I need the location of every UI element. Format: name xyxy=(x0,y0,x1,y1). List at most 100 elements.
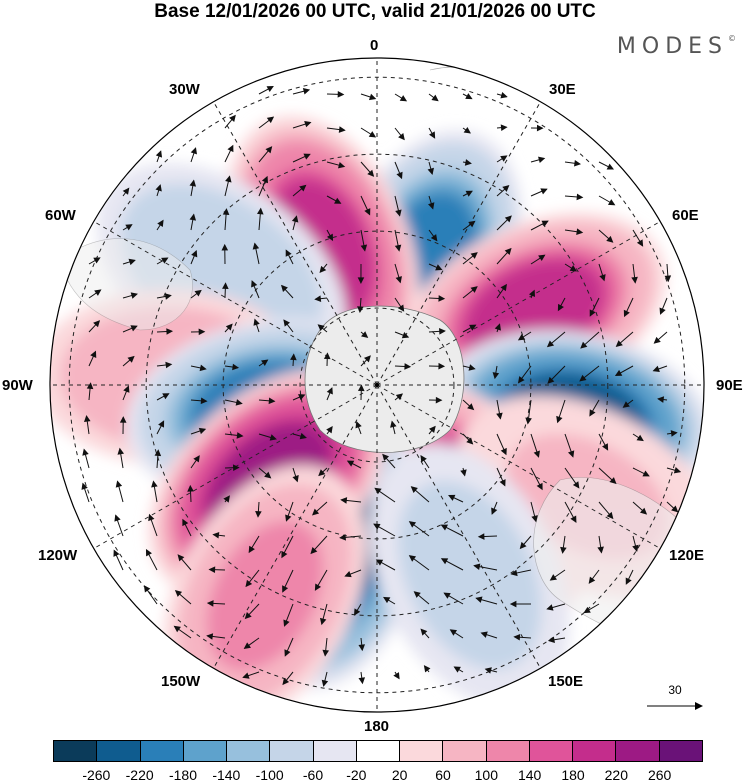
wind-vector-head xyxy=(517,334,526,341)
wind-vector-head xyxy=(117,447,125,455)
wind-vector-head xyxy=(435,264,443,271)
wind-vector-head xyxy=(266,85,274,93)
wind-vector-head xyxy=(357,384,365,392)
wind-vector-head xyxy=(463,127,471,134)
wind-vector-head xyxy=(528,289,536,298)
wind-vector-head xyxy=(191,249,198,258)
colorbar-tick-label: 220 xyxy=(604,767,629,783)
lon-label-150e: 150E xyxy=(548,673,584,690)
wind-vector-head xyxy=(208,566,216,573)
wind-vector-head xyxy=(229,114,236,122)
wind-vector-head xyxy=(130,325,138,332)
meridian-line xyxy=(376,384,661,549)
colorbar-tick-label: -180 xyxy=(168,767,198,783)
colorbar-swatch xyxy=(54,741,98,761)
wind-vector-head xyxy=(657,396,665,403)
wind-vector-head xyxy=(252,242,260,250)
wind-vector-head xyxy=(538,254,546,262)
wind-vector-head xyxy=(292,475,299,483)
wind-vector-head xyxy=(285,249,292,257)
wind-vector-head xyxy=(427,167,434,176)
wind-vector-head xyxy=(198,427,207,435)
wind-vector-head xyxy=(115,480,123,488)
wind-vector-head xyxy=(398,133,405,141)
wind-vector-head xyxy=(227,144,234,153)
wind-vector-head xyxy=(198,328,206,336)
wind-vector-head xyxy=(346,460,355,467)
wind-vector-head xyxy=(187,484,194,492)
lon-label-150w: 150W xyxy=(161,673,201,690)
colorbar-swatch xyxy=(97,741,141,761)
wind-vector-head xyxy=(499,479,506,487)
wind-vector-head xyxy=(114,514,121,522)
colorbar-tick-label: 180 xyxy=(561,767,585,783)
wind-vector-head xyxy=(157,219,164,228)
wind-vector-head xyxy=(438,295,446,302)
wind-vector-head xyxy=(468,364,476,371)
wind-vector-head xyxy=(182,518,189,527)
colorbar-swatch xyxy=(140,741,184,761)
wind-vector-head xyxy=(363,355,371,363)
wind-vector-head xyxy=(395,209,402,217)
wind-vector-head xyxy=(200,397,208,405)
wind-vector-head xyxy=(504,215,512,223)
wind-vector-head xyxy=(525,417,532,425)
wind-vector-head xyxy=(510,569,518,577)
reference-vector: 30 xyxy=(645,683,705,713)
latitude-circle xyxy=(145,153,609,617)
wind-vector-head xyxy=(439,328,446,335)
wind-vector-head xyxy=(326,387,333,395)
wind-vector-head xyxy=(319,265,327,274)
wind-vector-head xyxy=(470,286,478,293)
colorbar-swatch xyxy=(616,741,660,761)
colorbar-swatch xyxy=(573,741,617,761)
wind-vector-head xyxy=(549,574,558,581)
wind-vector-head xyxy=(413,591,421,598)
wind-vector-head xyxy=(670,430,678,437)
wind-vector-head xyxy=(423,665,431,673)
wind-vector-head xyxy=(428,425,436,433)
modes-logo: MODES© xyxy=(617,34,736,59)
wind-vector-head xyxy=(166,328,174,335)
wind-vector-head xyxy=(597,546,604,554)
wind-vector-head xyxy=(357,306,364,314)
wind-vector-head xyxy=(93,320,101,328)
wind-vector-head xyxy=(438,362,446,370)
lon-label-90e: 90E xyxy=(716,377,743,394)
wind-vector-head xyxy=(344,570,352,578)
wind-vector-head xyxy=(358,644,366,652)
wind-vector-head xyxy=(222,208,230,215)
wind-vector-head xyxy=(659,307,666,315)
wind-vector-head xyxy=(460,469,467,477)
wind-vector-head xyxy=(622,401,630,408)
wind-vector-head xyxy=(299,184,307,192)
wind-vector-head xyxy=(281,284,288,292)
wind-vector-head xyxy=(321,679,329,687)
colorbar-tick-label: 60 xyxy=(435,767,451,783)
wind-vector-head xyxy=(242,672,250,679)
wind-vector-head xyxy=(128,258,136,266)
meridian-line xyxy=(93,221,378,386)
wind-vector-head xyxy=(546,340,555,348)
wind-vector-head xyxy=(194,289,202,297)
wind-vector-head xyxy=(382,453,390,461)
map-title: Base 12/01/2026 00 UTC, valid 21/01/2026… xyxy=(154,1,596,22)
wind-vector-head xyxy=(500,124,508,131)
wind-vector-head xyxy=(81,482,88,490)
colorbar-tick-label: 140 xyxy=(517,767,542,783)
wind-vector-head xyxy=(319,617,327,626)
wind-vector-head xyxy=(314,295,322,302)
wind-vector-head xyxy=(606,163,615,170)
lon-label-30w: 30W xyxy=(169,81,200,98)
wind-vector-head xyxy=(164,293,172,300)
wind-vector-head xyxy=(353,608,361,616)
wind-vector-head xyxy=(639,507,648,515)
wind-vector-head xyxy=(496,412,503,420)
wind-vector-head xyxy=(236,432,244,439)
wind-vector-head xyxy=(469,324,477,331)
wind-vector-head xyxy=(189,213,197,221)
wind-vector-head xyxy=(492,372,500,380)
wind-vector-head xyxy=(408,555,417,562)
wind-vector-head xyxy=(473,563,481,570)
lon-label-90w: 90W xyxy=(2,377,33,394)
